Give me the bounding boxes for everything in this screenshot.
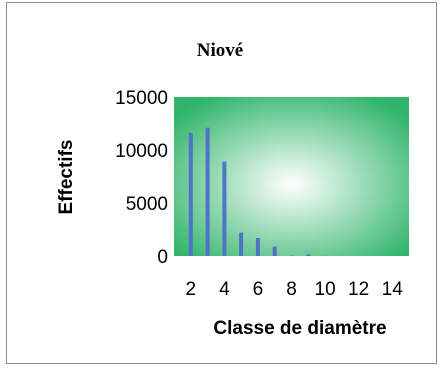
bar-5 bbox=[239, 232, 244, 256]
y-tick-label: 10000 bbox=[115, 141, 168, 162]
bar-2 bbox=[188, 133, 193, 256]
bar-7 bbox=[272, 246, 277, 256]
x-tick-label: 2 bbox=[186, 279, 197, 300]
x-tick-labels: 2 4 6 8 10 12 14 bbox=[186, 279, 404, 300]
x-tick-label: 8 bbox=[286, 279, 297, 300]
x-axis-label: Classe de diamètre bbox=[213, 318, 386, 339]
y-tick-labels: 0 5000 10000 15000 bbox=[115, 88, 168, 268]
x-tick-label: 10 bbox=[315, 279, 336, 300]
x-tick-label: 14 bbox=[382, 279, 404, 300]
y-axis-label: Effectifs bbox=[56, 140, 77, 215]
y-tick-label: 0 bbox=[157, 247, 168, 268]
plot-area bbox=[174, 97, 409, 256]
bar-3 bbox=[205, 127, 210, 256]
bar-9 bbox=[306, 254, 311, 256]
bar-6 bbox=[255, 238, 260, 256]
chart-title: Niové bbox=[197, 40, 243, 61]
bar-group bbox=[188, 127, 395, 256]
x-tick-label: 4 bbox=[219, 279, 230, 300]
x-tick-label: 6 bbox=[253, 279, 264, 300]
y-tick-label: 15000 bbox=[115, 88, 168, 109]
x-tick-label: 12 bbox=[348, 279, 369, 300]
bar-4 bbox=[222, 161, 227, 256]
y-tick-label: 5000 bbox=[126, 194, 168, 215]
